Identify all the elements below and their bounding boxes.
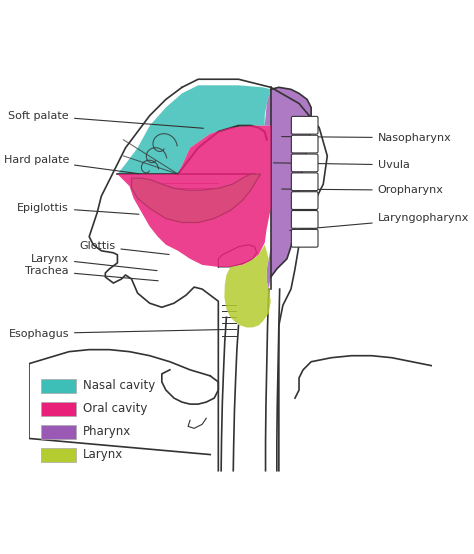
Text: Larynx: Larynx bbox=[31, 254, 157, 271]
Text: Oropharynx: Oropharynx bbox=[282, 185, 444, 195]
Text: Trachea: Trachea bbox=[26, 266, 158, 281]
Text: Nasopharynx: Nasopharynx bbox=[282, 133, 451, 143]
FancyBboxPatch shape bbox=[41, 425, 76, 439]
Text: Soft palate: Soft palate bbox=[9, 111, 203, 129]
Text: Uvula: Uvula bbox=[273, 160, 410, 170]
FancyBboxPatch shape bbox=[292, 211, 318, 228]
FancyBboxPatch shape bbox=[41, 448, 76, 462]
Text: Esophagus: Esophagus bbox=[9, 329, 224, 338]
Text: Pharynx: Pharynx bbox=[83, 425, 131, 438]
FancyBboxPatch shape bbox=[292, 135, 318, 153]
Polygon shape bbox=[132, 174, 261, 223]
FancyBboxPatch shape bbox=[292, 154, 318, 172]
Polygon shape bbox=[265, 88, 311, 289]
FancyBboxPatch shape bbox=[292, 192, 318, 209]
Text: Laryngopharynx: Laryngopharynx bbox=[290, 213, 469, 230]
FancyBboxPatch shape bbox=[292, 173, 318, 191]
FancyBboxPatch shape bbox=[292, 229, 318, 247]
Polygon shape bbox=[118, 85, 271, 174]
FancyBboxPatch shape bbox=[41, 379, 76, 393]
Polygon shape bbox=[224, 245, 271, 327]
Text: Epiglottis: Epiglottis bbox=[17, 203, 139, 214]
Polygon shape bbox=[118, 126, 271, 267]
Text: Nasal cavity: Nasal cavity bbox=[83, 379, 155, 392]
Text: Oral cavity: Oral cavity bbox=[83, 402, 147, 416]
Text: Glottis: Glottis bbox=[79, 242, 169, 254]
Text: Larynx: Larynx bbox=[83, 449, 123, 461]
FancyBboxPatch shape bbox=[292, 116, 318, 134]
Text: Hard palate: Hard palate bbox=[4, 155, 139, 174]
FancyBboxPatch shape bbox=[41, 402, 76, 416]
